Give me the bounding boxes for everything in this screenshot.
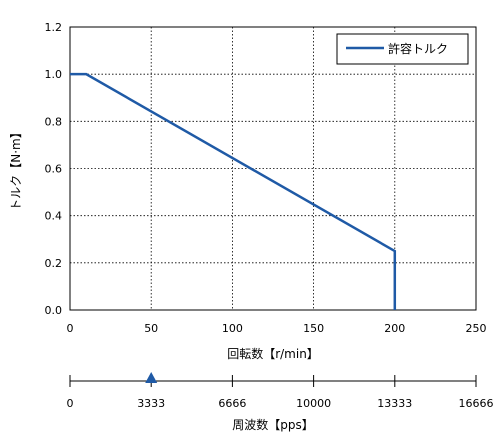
tick-layer: 0 50 100 150 200 250 0.0 0.2 0.4 0.6 0.8 1.0 1.2 [45, 21, 487, 335]
legend-label: 許容トルク [388, 41, 448, 56]
y-tick-label: 0.4 [45, 210, 63, 223]
x-tick-label: 250 [466, 322, 487, 335]
x-tick-label: 0 [67, 322, 74, 335]
secondary-tick-label: 3333 [137, 397, 165, 410]
series-line [70, 72, 397, 310]
y-tick-label: 1.2 [45, 21, 63, 34]
y-tick-label: 1.0 [45, 68, 63, 81]
y-tick-label: 0.8 [45, 115, 63, 128]
legend: 許容トルク [336, 33, 469, 65]
y-tick-label: 0.6 [45, 163, 63, 176]
secondary-tick-label: 16666 [459, 397, 494, 410]
secondary-tick-label: 0 [67, 397, 74, 410]
secondary-tick-label: 10000 [296, 397, 331, 410]
y-tick-label: 0.0 [45, 304, 63, 317]
y-axis-label: トルク【N·m】 [9, 126, 23, 210]
series-layer [70, 72, 397, 310]
x-tick-label: 200 [384, 322, 405, 335]
x-tick-label: 100 [222, 322, 243, 335]
x-tick-label: 50 [144, 322, 158, 335]
x-tick-label: 150 [303, 322, 324, 335]
secondary-tick-label: 13333 [377, 397, 412, 410]
secondary-axis: 0 3333 6666 10000 13333 16666 [67, 372, 494, 410]
y-tick-label: 0.2 [45, 257, 63, 270]
plot-frame [69, 26, 477, 311]
grid-layer [70, 27, 476, 310]
secondary-axis-label: 周波数【pps】 [232, 417, 314, 432]
x-axis-label: 回転数【r/min】 [227, 346, 319, 361]
frequency-marker [145, 372, 158, 383]
secondary-tick-label: 6666 [218, 397, 246, 410]
